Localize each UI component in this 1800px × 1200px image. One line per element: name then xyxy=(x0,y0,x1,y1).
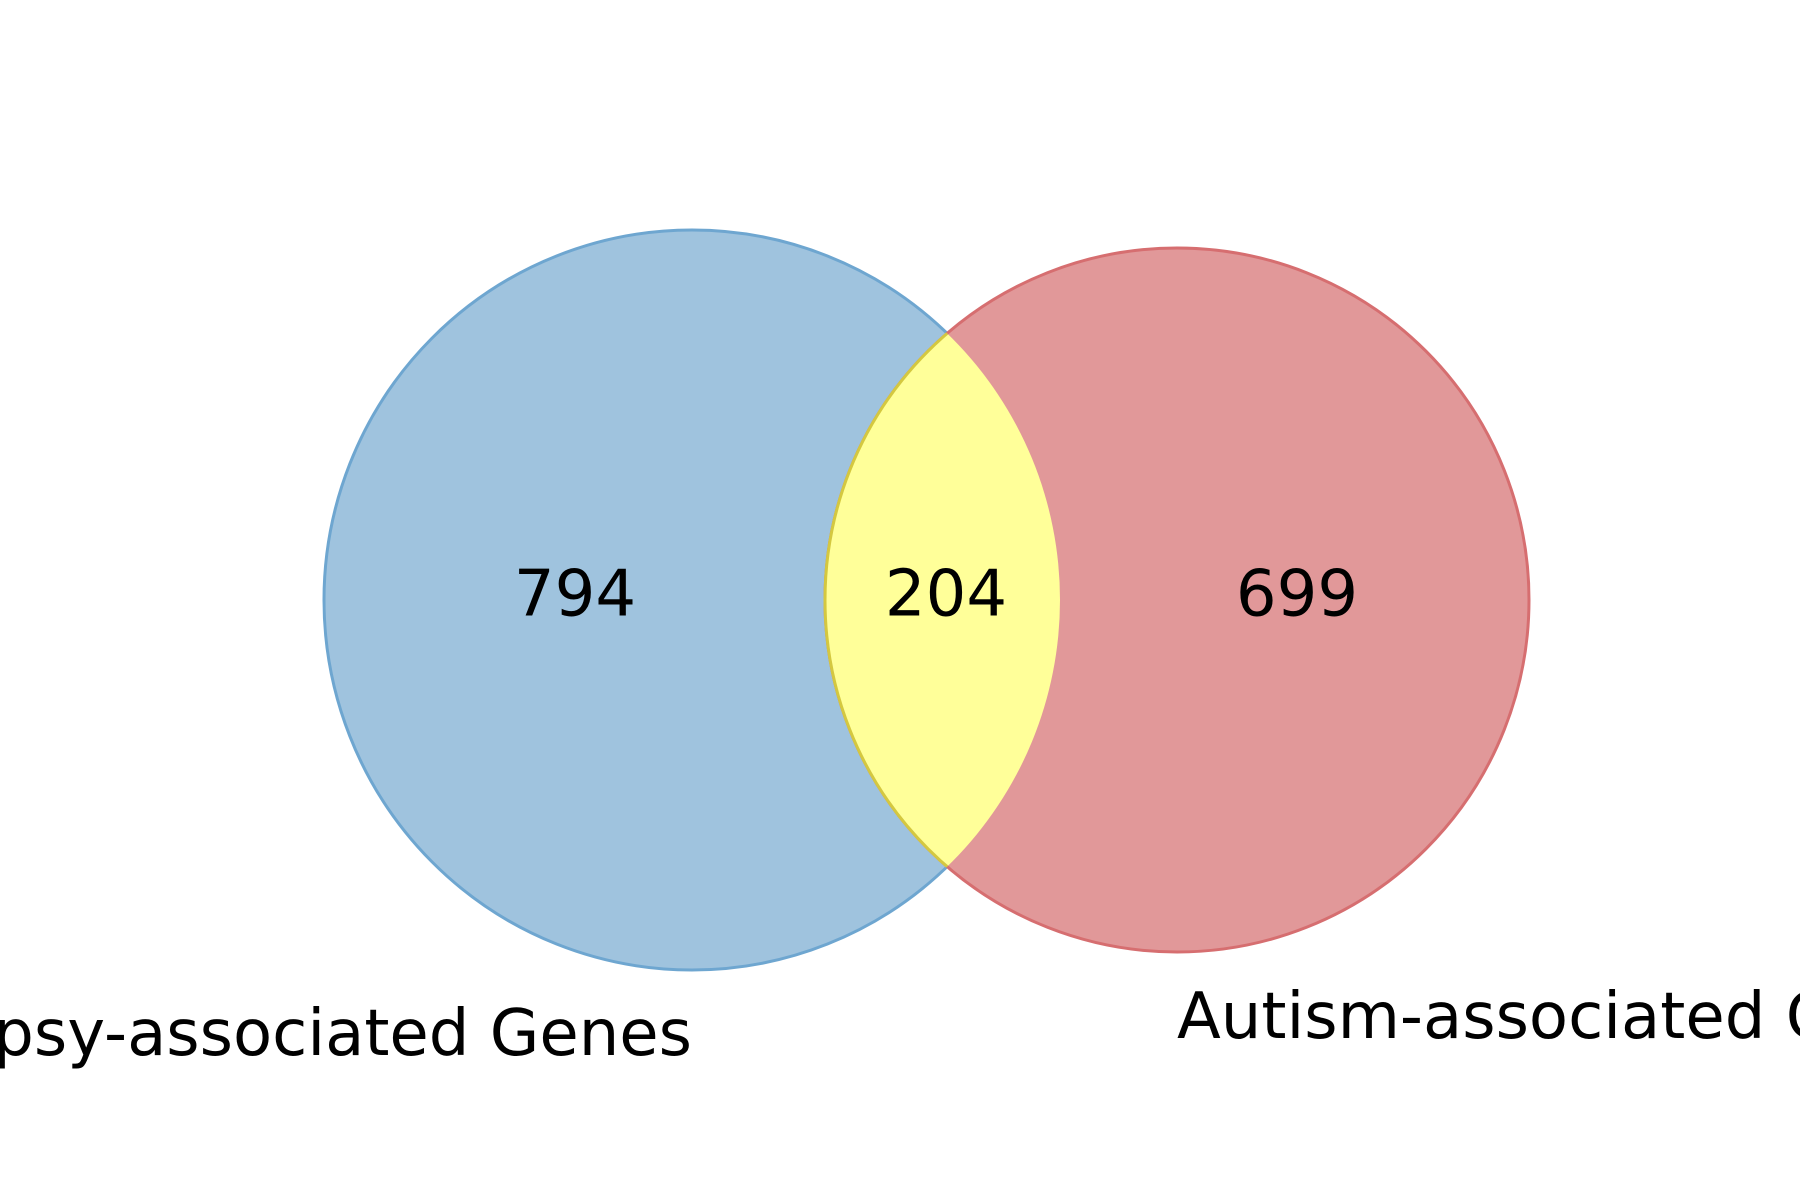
set-a-label: Epilepsy-associated Genes xyxy=(0,997,692,1071)
set-b-only-count: 699 xyxy=(1236,558,1358,632)
intersection-count: 204 xyxy=(885,558,1007,632)
set-b-label: Autism-associated Genes xyxy=(1177,980,1800,1054)
intersection-region xyxy=(823,246,1060,954)
set-a-only-count: 794 xyxy=(514,558,636,632)
